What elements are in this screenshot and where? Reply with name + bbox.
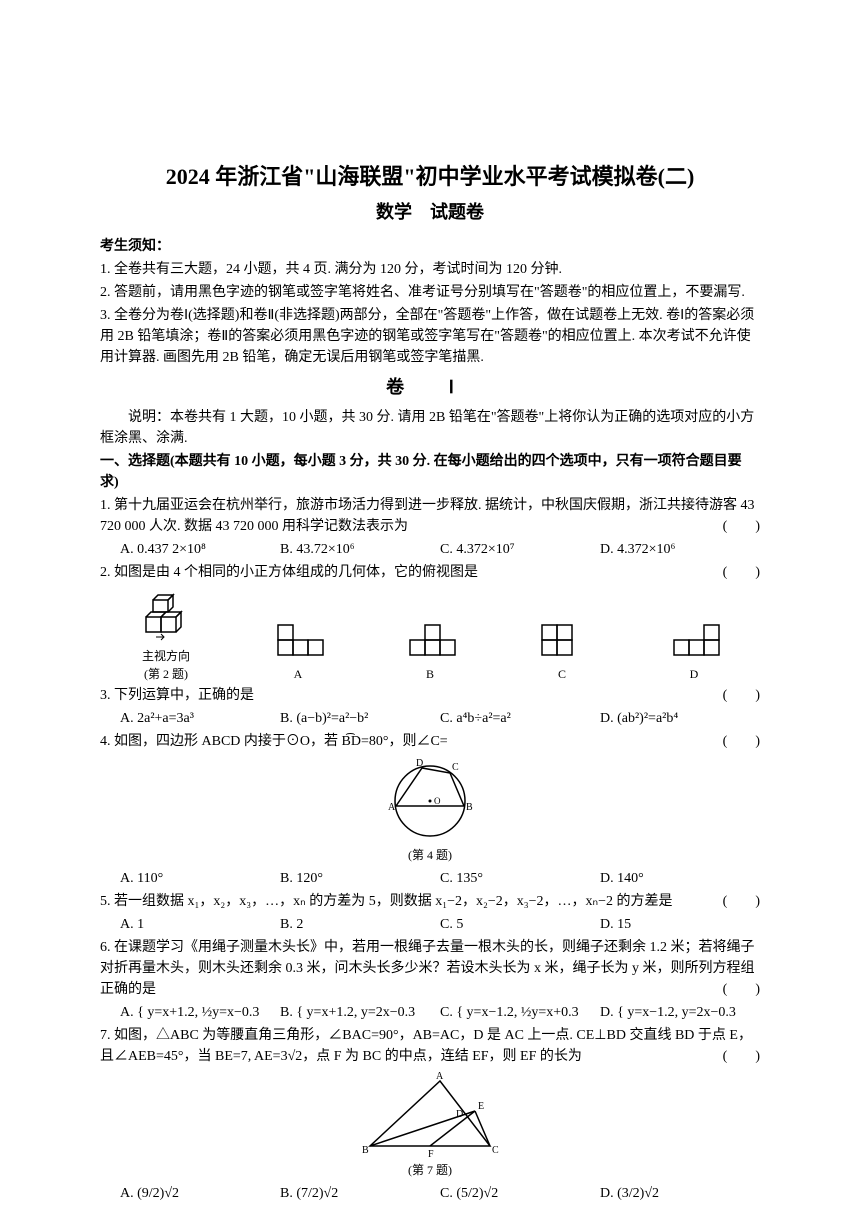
q1-opt-b: B. 43.72×10⁶ — [280, 539, 440, 560]
q5-options: A. 1 B. 2 C. 5 D. 15 — [120, 914, 760, 935]
q5-opt-d: D. 15 — [600, 914, 760, 935]
q2-opt-b-label: B — [364, 665, 496, 683]
volume-note: 说明：本卷共有 1 大题，10 小题，共 30 分. 请用 2B 铅笔在"答题卷… — [100, 407, 760, 449]
svg-text:F: F — [428, 1149, 434, 1160]
q6-options: A. { y=x+1.2, ½y=x−0.3 B. { y=x+1.2, y=2… — [120, 1002, 760, 1023]
q1-opt-c: C. 4.372×10⁷ — [440, 539, 600, 560]
q2-figures: 主视方向 (第 2 题) A — [100, 587, 760, 683]
q6-opt-a: A. { y=x+1.2, ½y=x−0.3 — [120, 1002, 280, 1023]
q4-options: A. 110° B. 120° C. 135° D. 140° — [120, 868, 760, 889]
q2-opt-c-fig: C — [496, 620, 628, 683]
q2-stem: 2. 如图是由 4 个相同的小正方体组成的几何体，它的俯视图是 ( ) — [100, 562, 760, 583]
q1-text: 1. 第十九届亚运会在杭州举行，旅游市场活力得到进一步释放. 据统计，中秋国庆假… — [100, 498, 755, 534]
q4-cap: (第 4 题) — [100, 846, 760, 864]
topview-b-icon — [400, 620, 460, 665]
q1-opt-a: A. 0.437 2×10⁸ — [120, 539, 280, 560]
svg-text:D: D — [416, 758, 423, 769]
page-subtitle: 数学 试题卷 — [100, 199, 760, 226]
q7-paren: ( ) — [723, 1046, 760, 1067]
q5-paren: ( ) — [723, 891, 760, 912]
svg-text:C: C — [492, 1145, 499, 1156]
q2-opt-d-fig: D — [628, 620, 760, 683]
q7-options: A. (9/2)√2 B. (7/2)√2 C. (5/2)√2 D. (3/2… — [120, 1183, 760, 1204]
q6-opt-b: B. { y=x+1.2, y=2x−0.3 — [280, 1002, 440, 1023]
q2-solid: 主视方向 (第 2 题) — [100, 587, 232, 683]
q2-text: 2. 如图是由 4 个相同的小正方体组成的几何体，它的俯视图是 — [100, 565, 478, 580]
q6-opt-d: D. { y=x−1.2, y=2x−0.3 — [600, 1002, 760, 1023]
q4-opt-d: D. 140° — [600, 868, 760, 889]
q3-paren: ( ) — [723, 685, 760, 706]
triangle-icon: A B C D E F — [350, 1071, 510, 1161]
q4-opt-c: C. 135° — [440, 868, 600, 889]
q2-opt-d-label: D — [628, 665, 760, 683]
q3-opt-a: A. 2a²+a=3a³ — [120, 708, 280, 729]
q2-opt-a-label: A — [232, 665, 364, 683]
q1-opt-d: D. 4.372×10⁶ — [600, 539, 760, 560]
q3-stem: 3. 下列运算中，正确的是 ( ) — [100, 685, 760, 706]
q7-text: 7. 如图，△ABC 为等腰直角三角形，∠BAC=90°，AB=AC，D 是 A… — [100, 1028, 752, 1064]
svg-text:D: D — [456, 1109, 463, 1120]
q5-text: 5. 若一组数据 x₁，x₂，x₃，…，xₙ 的方差为 5，则数据 x₁−2，x… — [100, 894, 673, 909]
q1-options: A. 0.437 2×10⁸ B. 43.72×10⁶ C. 4.372×10⁷… — [120, 539, 760, 560]
topview-c-icon — [532, 620, 592, 665]
notice-2: 2. 答题前，请用黑色字迹的钢笔或签字笔将姓名、准考证号分别填写在"答题卷"的相… — [100, 282, 760, 303]
q6-opt-c: C. { y=x−1.2, ½y=x+0.3 — [440, 1002, 600, 1023]
q6-paren: ( ) — [723, 979, 760, 1000]
q4-figure: O A B C D (第 4 题) — [100, 756, 760, 864]
q5-opt-c: C. 5 — [440, 914, 600, 935]
q4-opt-b: B. 120° — [280, 868, 440, 889]
q7-opt-c: C. (5/2)√2 — [440, 1183, 600, 1204]
q2-paren: ( ) — [723, 562, 760, 583]
q5-opt-b: B. 2 — [280, 914, 440, 935]
q4-stem: 4. 如图，四边形 ABCD 内接于⊙O，若 B͡D=80°，则∠C= ( ) — [100, 731, 760, 752]
svg-text:A: A — [436, 1071, 444, 1082]
notice-label: 考生须知： — [100, 236, 760, 257]
q7-cap: (第 7 题) — [100, 1161, 760, 1179]
q4-opt-a: A. 110° — [120, 868, 280, 889]
q2-opt-c-label: C — [496, 665, 628, 683]
q2-view-label: 主视方向 — [100, 647, 232, 665]
q3-opt-b: B. (a−b)²=a²−b² — [280, 708, 440, 729]
q3-text: 3. 下列运算中，正确的是 — [100, 688, 254, 703]
q3-options: A. 2a²+a=3a³ B. (a−b)²=a²−b² C. a⁴b÷a²=a… — [120, 708, 760, 729]
q7-figure: A B C D E F (第 7 题) — [100, 1071, 760, 1179]
q2-cap: (第 2 题) — [100, 665, 232, 683]
q7-opt-b: B. (7/2)√2 — [280, 1183, 440, 1204]
q5-opt-a: A. 1 — [120, 914, 280, 935]
q2-opt-b-fig: B — [364, 620, 496, 683]
notice-1: 1. 全卷共有三大题，24 小题，共 4 页. 满分为 120 分，考试时间为 … — [100, 259, 760, 280]
q7-opt-d: D. (3/2)√2 — [600, 1183, 760, 1204]
circle-quad-icon: O A B C D — [380, 756, 480, 846]
notice-3: 3. 全卷分为卷Ⅰ(选择题)和卷Ⅱ(非选择题)两部分，全部在"答题卷"上作答，做… — [100, 305, 760, 368]
svg-text:E: E — [478, 1101, 484, 1112]
q4-paren: ( ) — [723, 731, 760, 752]
section1-title: 一、选择题(本题共有 10 小题，每小题 3 分，共 30 分. 在每小题给出的… — [100, 451, 760, 493]
svg-text:A: A — [388, 802, 396, 813]
topview-d-icon — [664, 620, 724, 665]
svg-text:O: O — [434, 796, 441, 806]
svg-text:B: B — [466, 802, 473, 813]
q6-text: 6. 在课题学习《用绳子测量木头长》中，若用一根绳子去量一根木头的长，则绳子还剩… — [100, 940, 755, 997]
q2-opt-a-fig: A — [232, 620, 364, 683]
q3-opt-c: C. a⁴b÷a²=a² — [440, 708, 600, 729]
q5-stem: 5. 若一组数据 x₁，x₂，x₃，…，xₙ 的方差为 5，则数据 x₁−2，x… — [100, 891, 760, 912]
volume-header: 卷 Ⅰ — [100, 374, 760, 401]
q1-stem: 1. 第十九届亚运会在杭州举行，旅游市场活力得到进一步释放. 据统计，中秋国庆假… — [100, 495, 760, 537]
topview-a-icon — [268, 620, 328, 665]
q7-stem: 7. 如图，△ABC 为等腰直角三角形，∠BAC=90°，AB=AC，D 是 A… — [100, 1025, 760, 1067]
page-title: 2024 年浙江省"山海联盟"初中学业水平考试模拟卷(二) — [100, 160, 760, 193]
q4-text: 4. 如图，四边形 ABCD 内接于⊙O，若 B͡D=80°，则∠C= — [100, 734, 448, 749]
q6-stem: 6. 在课题学习《用绳子测量木头长》中，若用一根绳子去量一根木头的长，则绳子还剩… — [100, 937, 760, 1000]
q7-opt-a: A. (9/2)√2 — [120, 1183, 280, 1204]
svg-text:B: B — [362, 1145, 369, 1156]
svg-text:C: C — [452, 762, 459, 773]
q1-paren: ( ) — [723, 516, 760, 537]
q3-opt-d: D. (ab²)²=a²b⁴ — [600, 708, 760, 729]
cube-solid-icon — [136, 587, 196, 647]
exam-page: 2024 年浙江省"山海联盟"初中学业水平考试模拟卷(二) 数学 试题卷 考生须… — [0, 0, 860, 1216]
